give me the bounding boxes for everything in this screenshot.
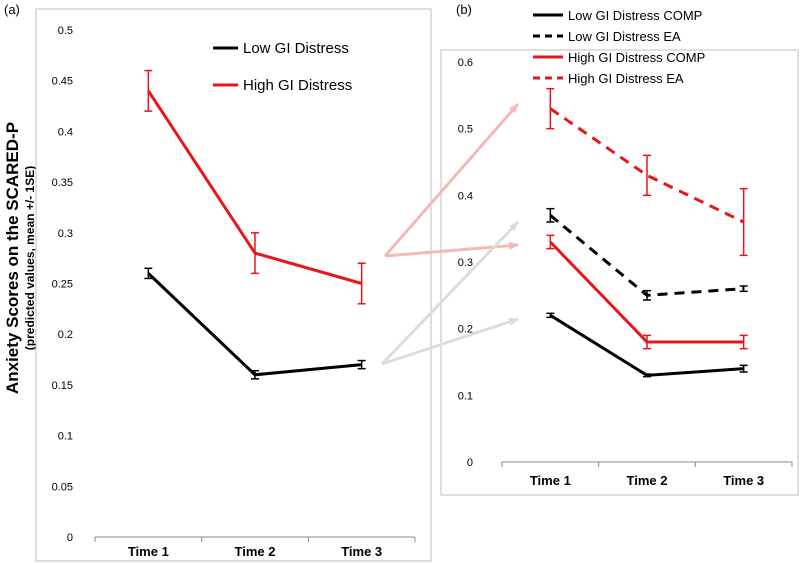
y-tick-label: 0.05	[52, 481, 73, 493]
y-tick-label: 0	[467, 457, 473, 469]
series-line	[549, 214, 744, 297]
y-tick-label: 0.3	[458, 257, 473, 269]
connector-arrows	[380, 103, 520, 366]
panel-b: (b)	[440, 2, 799, 496]
y-tick-label: 0.2	[58, 329, 73, 341]
y-axis-subtitle: (predicted values, mean +/- 1SE)	[23, 166, 37, 350]
y-tick-label: 0.5	[58, 25, 73, 37]
series-low-gi-distress-comp	[546, 312, 748, 378]
series-low-gi-distress	[144, 267, 366, 380]
x-tick-label: Time 3	[341, 544, 382, 559]
series-line	[147, 272, 362, 377]
x-tick-label: Time 2	[235, 544, 276, 559]
arrow-low-to-comp	[381, 317, 519, 366]
panel-b-label: (b)	[456, 2, 472, 17]
y-tick-label: 0.4	[58, 126, 73, 138]
y-tick-label: 0.1	[58, 431, 73, 443]
y-tick-label: 0.1	[458, 390, 473, 402]
legend-label: High GI Distress COMP	[568, 50, 705, 65]
y-tick-label: 0.5	[458, 124, 473, 136]
panel-a: (a)	[4, 2, 432, 562]
legend: Low GI Distress COMP Low GI Distress EA Hi…	[533, 8, 705, 86]
y-tick-label: 0	[67, 532, 73, 544]
series-high-gi-distress-ea	[546, 87, 748, 257]
series-high-gi-distress-comp	[546, 234, 748, 350]
panel-a-label: (a)	[4, 2, 20, 17]
legend-label: Low GI Distress EA	[568, 29, 681, 44]
y-tick-label: 0.2	[458, 324, 473, 336]
legend-label: Low GI Distress COMP	[568, 8, 702, 23]
y-tick-label: 0.6	[458, 57, 473, 69]
arrow-high-to-ea	[383, 103, 520, 257]
legend-label: High GI Distress	[243, 77, 352, 94]
series-low-gi-distress-ea	[546, 207, 748, 301]
legend: Low GI Distress High GI Distress	[213, 40, 352, 94]
y-tick-label: 0.35	[52, 177, 73, 189]
series-high-gi-distress	[144, 69, 366, 305]
plot-b: 0 0.1 0.2 0.3 0.4 0.5 0.6 Time 1 Time 2 Time 3 Low…	[458, 8, 793, 488]
y-tick-label: 0.4	[458, 190, 473, 202]
arrow-high-to-comp	[384, 241, 519, 258]
legend-label: Low GI Distress	[243, 40, 349, 57]
series-line	[549, 107, 745, 224]
x-tick-label: Time 1	[128, 544, 169, 559]
x-tick-label: Time 3	[723, 473, 764, 488]
y-tick-label: 0.3	[58, 228, 73, 240]
y-tick-label: 0.15	[52, 380, 73, 392]
x-tick-label: Time 2	[627, 473, 668, 488]
arrow-low-to-ea	[380, 220, 520, 366]
legend-label: High GI Distress EA	[568, 71, 684, 86]
y-axis-title: Anxiety Scores on the SCARED-P	[3, 122, 22, 394]
x-tick-label: Time 1	[530, 473, 571, 488]
panel-a-frame	[35, 8, 432, 562]
plot-a: 0 0.05 0.1 0.15 0.2 0.25 0.3 0.35 0.4 0.45 0.5 Time…	[52, 25, 416, 559]
panel-b-frame	[440, 49, 799, 496]
y-tick-label: 0.45	[52, 76, 73, 88]
y-tick-label: 0.25	[52, 279, 73, 291]
